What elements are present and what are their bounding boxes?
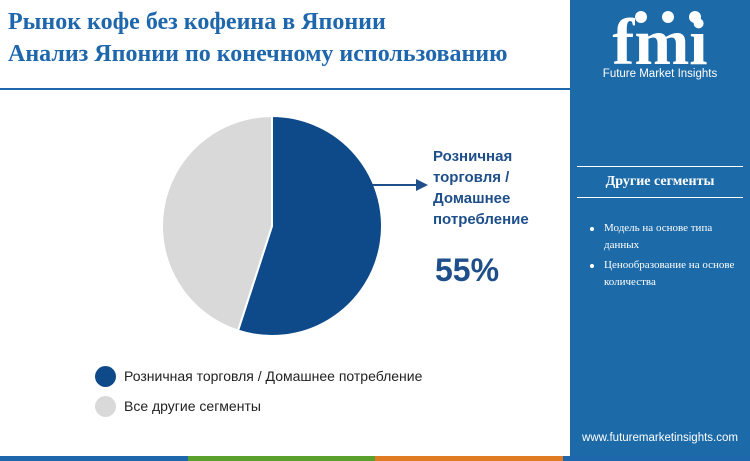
- end-use-pie-chart: [161, 114, 383, 337]
- fmi-logo: fmi: [612, 8, 707, 79]
- segment-item: Ценообразование на основе количества: [588, 257, 738, 291]
- stripe-segment: [562, 456, 750, 461]
- legend-label-retail: Розничная торговля / Домашнее потреблени…: [124, 368, 423, 384]
- callout-arrow-icon: [372, 179, 428, 191]
- legend-item-retail: Розничная торговля / Домашнее потреблени…: [95, 365, 422, 387]
- stripe-segment: [0, 456, 188, 461]
- stripe-segment: [375, 456, 563, 461]
- bottom-stripe: [0, 456, 750, 461]
- other-segments-list: Модель на основе типа данных Ценообразов…: [588, 220, 738, 294]
- website-link[interactable]: www.futuremarketinsights.com: [582, 432, 738, 444]
- legend-item-other: Все другие сегменты: [95, 395, 422, 417]
- callout-label: Розничная торговля / Домашнее потреблени…: [433, 148, 529, 228]
- globe-icon-2: [662, 11, 674, 23]
- globe-icon-3: [689, 11, 701, 23]
- segment-item: Модель на основе типа данных: [588, 220, 738, 254]
- page-title: Рынок кофе без кофеина в Японии Анализ Я…: [8, 6, 568, 70]
- chart-legend: Розничная торговля / Домашнее потреблени…: [95, 365, 422, 425]
- globe-icon: [635, 11, 647, 23]
- pie-slice-other: [161, 114, 273, 332]
- sidebar: [570, 0, 750, 461]
- legend-label-other: Все другие сегменты: [124, 398, 261, 414]
- logo-caption: Future Market Insights: [602, 68, 718, 80]
- title-line-1: Рынок кофе без кофеина в Японии: [8, 9, 386, 35]
- legend-swatch-retail: [95, 365, 116, 387]
- stripe-segment: [187, 456, 375, 461]
- legend-swatch-other: [95, 395, 116, 417]
- pie-slice-retail: [236, 114, 383, 337]
- title-line-2: Анализ Японии по конечному использованию: [8, 41, 508, 67]
- other-segments-title: Другие сегменты: [577, 166, 743, 198]
- callout-percent: 55%: [435, 252, 500, 288]
- title-divider: [0, 88, 570, 90]
